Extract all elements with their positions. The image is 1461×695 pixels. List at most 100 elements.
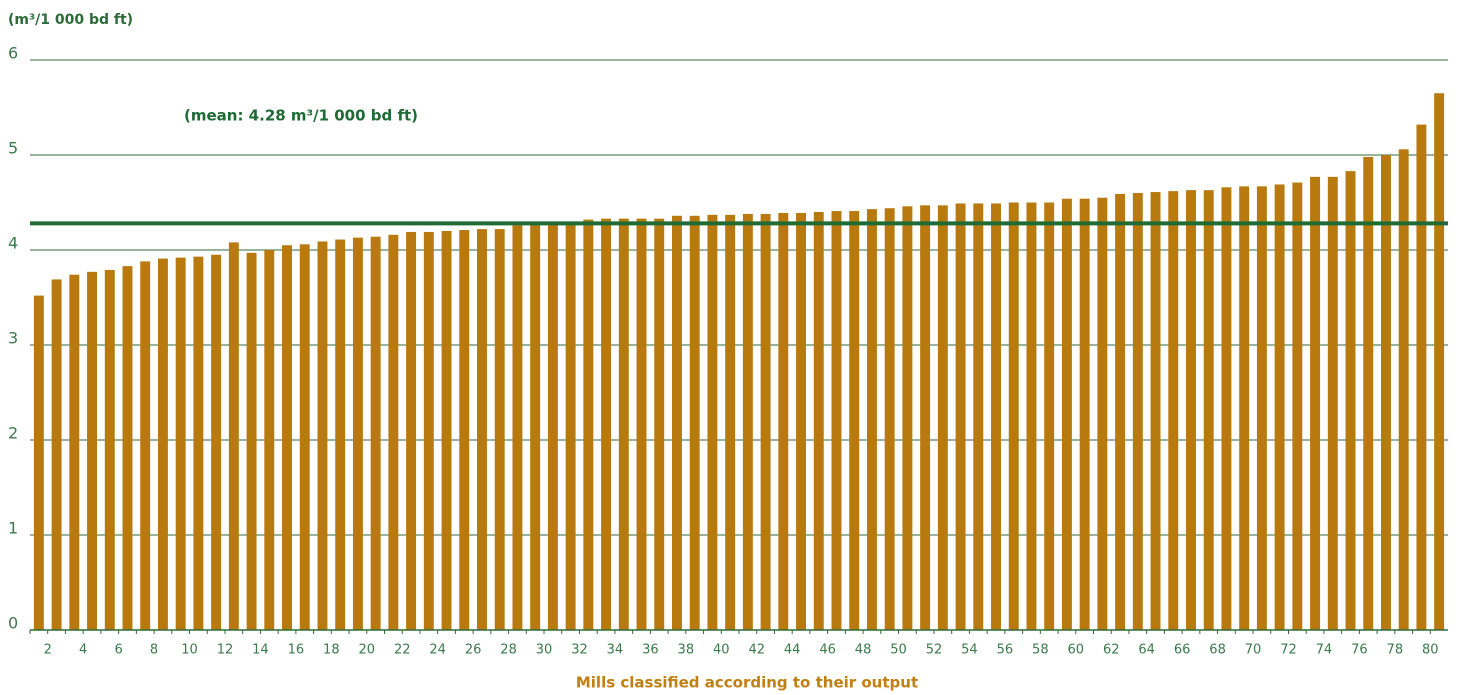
bar xyxy=(1380,155,1391,630)
x-tick-label: 50 xyxy=(890,643,907,658)
x-tick-label: 62 xyxy=(1103,643,1120,658)
x-tick-label: 40 xyxy=(713,643,730,658)
x-tick-label: 68 xyxy=(1209,643,1226,658)
bar xyxy=(1026,202,1037,630)
x-tick-label: 8 xyxy=(150,643,158,658)
bar xyxy=(388,234,399,631)
bar xyxy=(175,257,186,630)
x-tick-label: 28 xyxy=(500,643,517,658)
bar xyxy=(583,219,594,630)
bar xyxy=(494,229,505,630)
x-tick-label: 6 xyxy=(114,643,122,658)
bar xyxy=(831,211,842,631)
bar xyxy=(1079,198,1090,630)
bar xyxy=(459,230,470,631)
bar xyxy=(1203,190,1214,630)
bar xyxy=(1221,187,1232,631)
bar xyxy=(1416,124,1427,630)
bar xyxy=(742,213,753,630)
bar xyxy=(1008,202,1019,630)
bar xyxy=(317,241,328,630)
bar xyxy=(1398,149,1409,631)
bar xyxy=(370,236,381,630)
bar xyxy=(335,239,346,631)
bar xyxy=(991,203,1001,630)
bar xyxy=(423,231,434,630)
y-tick-label: 5 xyxy=(8,139,18,158)
bar xyxy=(211,254,222,630)
bar xyxy=(299,244,310,631)
y-tick-label: 6 xyxy=(8,44,18,63)
x-tick-label: 76 xyxy=(1351,643,1368,658)
x-tick-label: 52 xyxy=(926,643,943,658)
bar xyxy=(671,215,682,631)
bar xyxy=(282,245,292,630)
bar xyxy=(760,213,771,630)
bar xyxy=(122,266,133,630)
y-tick-label: 2 xyxy=(8,424,18,443)
y-tick-label: 0 xyxy=(8,614,18,633)
bar xyxy=(441,231,452,630)
bar xyxy=(689,215,700,631)
x-tick-label: 36 xyxy=(642,643,659,658)
bar xyxy=(477,229,487,630)
x-tick-label: 4 xyxy=(79,643,87,658)
y-axis-label: (m³/1 000 bd ft) xyxy=(8,12,133,28)
x-tick-label: 16 xyxy=(288,643,305,658)
mean-annotation: (mean: 4.28 m³/1 000 bd ft) xyxy=(184,107,418,125)
x-tick-label: 46 xyxy=(819,643,836,658)
bar xyxy=(1132,193,1143,630)
x-tick-label: 74 xyxy=(1316,643,1333,658)
bar xyxy=(955,203,966,630)
bar xyxy=(654,218,665,630)
x-tick-label: 34 xyxy=(607,643,624,658)
x-tick-label: 48 xyxy=(855,643,872,658)
bar xyxy=(69,274,80,630)
bar xyxy=(530,224,541,630)
x-tick-label: 18 xyxy=(323,643,340,658)
bar xyxy=(104,269,115,630)
bar xyxy=(973,203,984,630)
x-tick-label: 54 xyxy=(961,643,978,658)
bar xyxy=(884,208,895,630)
bar xyxy=(1310,176,1321,630)
bar xyxy=(33,295,44,630)
x-tick-label: 56 xyxy=(997,643,1014,658)
bar xyxy=(778,212,789,630)
x-tick-label: 38 xyxy=(678,643,695,658)
bar xyxy=(1186,190,1196,630)
bar xyxy=(352,237,363,630)
bar xyxy=(87,271,98,630)
bar xyxy=(937,205,948,630)
bar xyxy=(406,231,417,630)
bar xyxy=(1115,193,1126,630)
bar xyxy=(1292,182,1303,631)
bar xyxy=(140,261,151,630)
bar xyxy=(1097,197,1108,630)
x-tick-label: 66 xyxy=(1174,643,1191,658)
bar xyxy=(1256,186,1267,630)
x-tick-label: 44 xyxy=(784,643,801,658)
bar xyxy=(1274,184,1285,630)
bar xyxy=(920,205,931,630)
bar xyxy=(1150,192,1161,631)
x-tick-label: 70 xyxy=(1245,643,1262,658)
bar xyxy=(1044,202,1055,630)
x-tick-label: 12 xyxy=(217,643,234,658)
bar xyxy=(246,252,257,630)
x-axis-label: Mills classified according to their outp… xyxy=(576,674,918,692)
x-tick-label: 10 xyxy=(181,643,198,658)
bar xyxy=(512,225,523,631)
x-tick-label: 72 xyxy=(1280,643,1297,658)
bar xyxy=(193,256,204,630)
x-tick-label: 24 xyxy=(429,643,446,658)
bar xyxy=(1363,156,1374,630)
bar xyxy=(51,279,62,630)
x-tick-label: 80 xyxy=(1422,643,1439,658)
bar xyxy=(813,212,824,630)
x-tick-label: 20 xyxy=(359,643,376,658)
bar xyxy=(1061,198,1072,630)
bar xyxy=(866,209,877,630)
x-tick-label: 78 xyxy=(1387,643,1404,658)
